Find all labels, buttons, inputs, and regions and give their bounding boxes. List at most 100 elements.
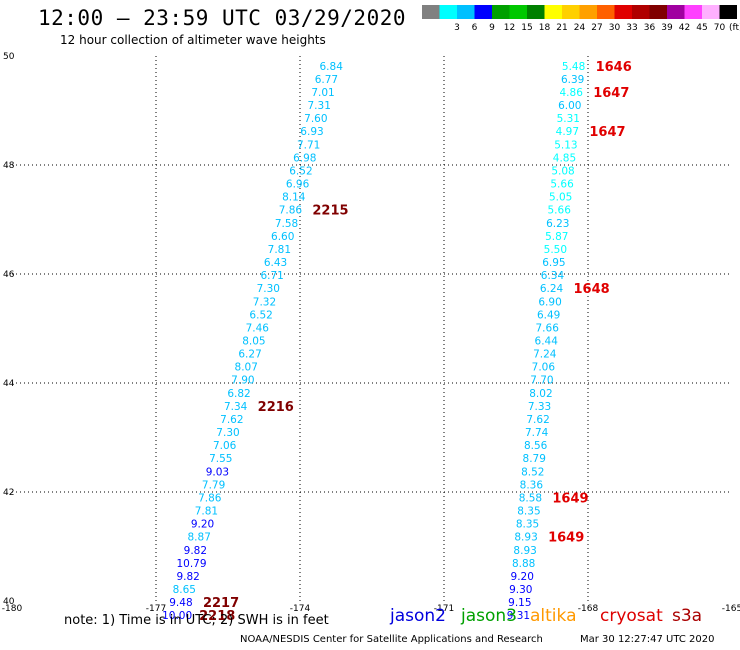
swh-point-label: 4.86 xyxy=(560,87,584,99)
swh-point-label: 6.23 xyxy=(546,218,569,230)
swh-point-label: 6.24 xyxy=(540,283,564,295)
swh-point-label: 7.46 xyxy=(246,322,270,334)
legend-swatch xyxy=(439,5,457,19)
legend-tick-label: 70 xyxy=(714,23,726,33)
map-grid xyxy=(12,56,732,601)
legend-unit-label: (ft) xyxy=(729,23,740,33)
swh-point-label: 5.66 xyxy=(548,205,572,217)
swh-point-label: 8.14 xyxy=(282,192,306,204)
swh-point-label: 8.88 xyxy=(512,558,535,570)
swh-point-label: 8.05 xyxy=(242,335,265,347)
swh-point-label: 7.60 xyxy=(304,113,327,125)
pass-time-label: 1648 xyxy=(574,282,610,297)
pass-time-label: 2217 xyxy=(203,596,239,611)
legend-swatch xyxy=(562,5,580,19)
swh-point-label: 7.74 xyxy=(525,427,549,439)
swh-point-label: 7.31 xyxy=(308,100,331,112)
pass-time-label: 2215 xyxy=(312,204,348,219)
swh-point-label: 9.20 xyxy=(511,571,534,583)
swh-point-label: 8.65 xyxy=(173,584,196,596)
footer-timestamp: Mar 30 12:27:47 UTC 2020 xyxy=(580,634,715,645)
swh-point-label: 8.35 xyxy=(517,506,540,518)
swh-point-label: 7.70 xyxy=(530,375,553,387)
legend-tick-label: 30 xyxy=(609,23,621,33)
swh-point-label: 6.93 xyxy=(300,126,323,138)
swh-point-label: 6.52 xyxy=(249,309,272,321)
swh-point-label: 7.06 xyxy=(213,440,237,452)
legend-swatch xyxy=(702,5,720,19)
swh-point-label: 8.36 xyxy=(520,479,544,491)
legend-swatch xyxy=(719,5,737,19)
y-tick-label: 46 xyxy=(3,270,15,280)
swh-point-label: 5.05 xyxy=(549,192,572,204)
swh-point-label: 5.08 xyxy=(551,165,574,177)
legend-swatch xyxy=(579,5,597,19)
swh-point-label: 7.62 xyxy=(526,414,549,426)
swh-point-label: 7.55 xyxy=(209,453,232,465)
swh-point-label: 9.48 xyxy=(169,597,192,609)
swh-point-label: 7.71 xyxy=(297,139,320,151)
swh-point-label: 5.48 xyxy=(562,61,585,73)
swh-point-label: 6.95 xyxy=(542,257,565,269)
swh-point-label: 7.86 xyxy=(198,492,222,504)
map-axes: -180 -177 -174 -171 -168 -165 40 42 44 46 48 50 xyxy=(2,52,740,614)
x-tick-label: -165 xyxy=(722,604,740,614)
swh-point-label: 6.27 xyxy=(238,349,261,361)
y-tick-label: 44 xyxy=(3,379,15,389)
legend-swatch xyxy=(649,5,667,19)
legend-tick-label: 18 xyxy=(539,23,551,33)
swh-point-label: 7.06 xyxy=(532,362,556,374)
legend-swatch xyxy=(422,5,440,19)
pass-time-label: 1647 xyxy=(589,125,625,140)
page-subtitle: 12 hour collection of altimeter wave hei… xyxy=(60,33,326,47)
swh-point-label: 7.32 xyxy=(253,296,276,308)
legend-tick-label: 12 xyxy=(504,23,515,33)
swh-point-label: 7.79 xyxy=(202,479,225,491)
swh-point-label: 10.79 xyxy=(176,558,206,570)
swh-point-label: 6.43 xyxy=(264,257,287,269)
legend-swatch xyxy=(632,5,650,19)
swh-point-label: 8.93 xyxy=(513,545,536,557)
legend-tick-label: 24 xyxy=(574,23,586,33)
swh-point-label: 7.66 xyxy=(536,322,560,334)
page-title: 12:00 – 23:59 UTC 03/29/2020 xyxy=(38,6,407,30)
swh-point-label: 10.00 xyxy=(162,610,192,622)
swh-point-label: 5.66 xyxy=(550,179,574,191)
legend-swatch xyxy=(684,5,702,19)
legend-swatch xyxy=(667,5,685,19)
x-tick-label: -180 xyxy=(2,604,23,614)
swh-point-label: 4.85 xyxy=(553,152,576,164)
swh-point-label: 8.56 xyxy=(524,440,548,452)
swh-point-label: 5.31 xyxy=(557,113,580,125)
legend-swatch xyxy=(544,5,562,19)
legend-swatch xyxy=(527,5,545,19)
swh-point-label: 4.97 xyxy=(556,126,579,138)
legend-tick-label: 3 xyxy=(454,23,460,33)
altimeter-tracks: 6.846.777.017.317.606.937.716.986.526.96… xyxy=(162,60,632,624)
swh-point-label: 7.58 xyxy=(275,218,298,230)
legend-swatch xyxy=(597,5,615,19)
swh-point-label: 6.00 xyxy=(558,100,581,112)
swh-point-label: 6.82 xyxy=(227,388,250,400)
footer-note: note: 1) Time is in UTC; 2) SWH is in fe… xyxy=(64,613,329,628)
pass-time-label: 1647 xyxy=(593,86,629,101)
swh-point-label: 9.15 xyxy=(508,597,531,609)
swh-point-label: 6.44 xyxy=(535,335,559,347)
y-tick-label: 48 xyxy=(3,161,15,171)
legend-swatch xyxy=(474,5,492,19)
swh-point-label: 6.39 xyxy=(561,74,584,86)
pass-time-label: 2218 xyxy=(199,609,235,624)
swh-point-label: 9.03 xyxy=(206,466,229,478)
swh-point-label: 7.81 xyxy=(268,244,291,256)
legend-tick-label: 6 xyxy=(472,23,478,33)
footer-sources: NOAA/NESDIS Center for Satellite Applica… xyxy=(240,634,543,645)
swh-point-label: 9.20 xyxy=(191,519,214,531)
swh-point-label: 7.30 xyxy=(216,427,239,439)
swh-point-label: 8.87 xyxy=(188,532,211,544)
mission-name: altika xyxy=(530,606,577,626)
swh-point-label: 7.33 xyxy=(528,401,551,413)
legend-tick-label: 21 xyxy=(556,23,567,33)
pass-time-label: 1649 xyxy=(552,491,588,506)
swh-point-label: 6.34 xyxy=(541,270,565,282)
